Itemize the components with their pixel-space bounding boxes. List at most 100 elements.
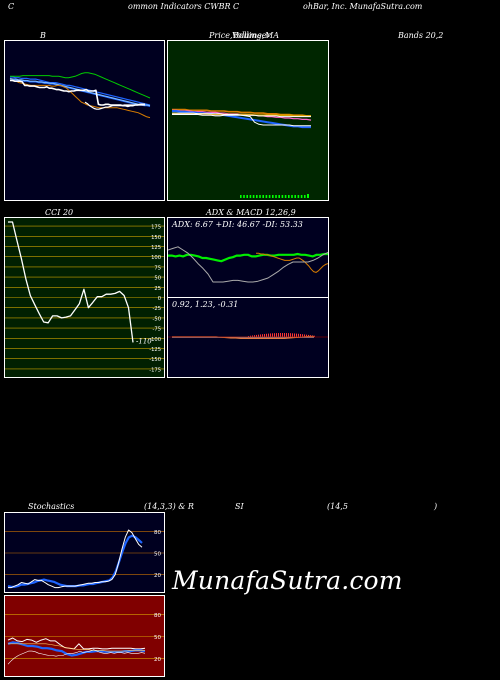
volume-bar [297, 195, 300, 198]
macd-histogram-bar [262, 334, 263, 337]
volume-bar [252, 195, 255, 198]
macd-histogram-bar [298, 333, 299, 337]
cci-tick-label: -75 [153, 327, 161, 333]
stoch-title-c: SI [235, 502, 244, 511]
rsi-series-line [7, 641, 146, 657]
volume-bar [294, 195, 296, 198]
adx-minus-di-line [168, 246, 328, 283]
rsi-panel: 80 50 20 [4, 595, 165, 677]
adx-readout: ADX: 6.67 +DI: 46.67 -DI: 53.33 [172, 220, 303, 229]
cci-tick-label: 125 [151, 245, 161, 251]
macd-histogram-bar [256, 334, 257, 337]
macd-histogram-bar [282, 333, 283, 337]
header-right: ohBar, Inc. MunafaSutra.com [303, 2, 423, 11]
header-left: ommon Indicators CWBR C [128, 2, 240, 11]
macd-histogram-bar [268, 333, 269, 337]
cci-tick-label: 175 [151, 225, 161, 231]
volume-bar [262, 195, 264, 198]
macd-histogram-bar [258, 334, 259, 337]
macd-histogram-bar [278, 333, 279, 337]
macd-histogram-bar [276, 333, 277, 337]
cci-tick-label: 100 [151, 255, 161, 261]
bb-series-line [84, 101, 145, 110]
volume-bar [243, 195, 245, 198]
cci-tick-label: -125 [149, 347, 161, 353]
stoch-title-b: (14,3,3) & R [144, 502, 194, 511]
stoch-chart: 80 50 20 [5, 529, 164, 589]
stoch-tick-label: 20 [154, 573, 161, 579]
macd-histogram-bar [252, 335, 253, 337]
bb-series-line [10, 72, 151, 99]
bb-title-ma: MA [265, 31, 279, 40]
stoch-k-line [8, 529, 143, 589]
adx-line [168, 252, 328, 263]
rsi-series-line [7, 649, 146, 665]
stoch-tick-label: 80 [154, 530, 161, 536]
price-ma-chart [172, 108, 312, 198]
volume-bar [275, 195, 277, 198]
volume-bar [265, 195, 268, 198]
cci-panel: 175 150 125 100 75 50 25 0 -25 -50 -75 -100 -125 -150… [4, 217, 165, 378]
volume-bar [284, 195, 287, 198]
volume-bar [256, 195, 258, 198]
macd-histogram-bar [260, 334, 261, 337]
stoch-title-a: Stochastics [28, 502, 75, 511]
volume-bar [246, 195, 248, 198]
stoch-title-d: (14,5 [327, 502, 348, 511]
macd-readout: 0.92, 1.23, -0.31 [172, 300, 239, 309]
volume-bar [249, 195, 252, 198]
volume-bar [272, 195, 274, 198]
macd-histogram-bar [304, 334, 305, 337]
volume-bar [281, 195, 284, 198]
volume-bar [268, 195, 271, 198]
cci-tick-label: -100 [149, 337, 161, 343]
bb-title-right: Bands 20,2 [398, 31, 444, 40]
stoch-panel: 80 50 20 [4, 512, 165, 593]
rsi-tick-label: 80 [154, 613, 161, 619]
bb-title-price: Price, [209, 31, 233, 40]
volume-bar [300, 195, 303, 198]
cci-tick-label: -175 [149, 367, 161, 373]
ma-series-line [172, 114, 311, 127]
volume-bar [307, 194, 309, 198]
volume-bar [291, 195, 293, 198]
adx-chart [168, 246, 328, 283]
cci-line [8, 221, 134, 343]
macd-chart [168, 333, 328, 339]
stoch-tick-label: 50 [154, 552, 161, 558]
macd-histogram-bar [306, 334, 307, 337]
bollinger-panel [4, 40, 165, 201]
cci-tick-label: 25 [154, 286, 161, 292]
header-letter: C [8, 2, 15, 11]
macd-histogram-bar [248, 336, 249, 337]
cci-last-label: -110 [136, 337, 152, 345]
volume-bar [304, 195, 306, 198]
cci-tick-label: 75 [154, 265, 161, 271]
macd-histogram-bar [296, 333, 297, 337]
volume-bar [288, 195, 290, 198]
macd-histogram-bar [264, 333, 265, 337]
adx-panel: ADX: 6.67 +DI: 46.67 -DI: 53.33 [167, 217, 329, 298]
adx-plus-di-line [256, 252, 328, 273]
price-ma-panel [167, 40, 329, 201]
cci-chart: 175 150 125 100 75 50 25 0 -25 -50 -75 -100 -125 -150… [5, 221, 164, 373]
rsi-series-line [7, 637, 146, 650]
adx-title: ADX & MACD 12,26,9 [206, 208, 296, 217]
bb-series-line [10, 79, 145, 108]
macd-histogram-bar [292, 333, 293, 337]
rsi-tick-label: 50 [154, 635, 161, 641]
macd-histogram-bar [250, 335, 251, 337]
stoch-title-e: ) [434, 502, 438, 511]
cci-tick-label: -150 [149, 357, 161, 363]
macd-histogram-bar [272, 333, 273, 337]
bb-title-left: B [40, 31, 46, 40]
macd-histogram-bar [302, 334, 303, 337]
bb-title-volume: Volume, [232, 31, 265, 40]
rsi-chart: 80 50 20 [5, 613, 164, 665]
macd-histogram-bar [266, 333, 267, 337]
cci-tick-label: 50 [154, 276, 161, 282]
volume-bar [259, 195, 261, 198]
bb-series-line [10, 76, 151, 106]
macd-histogram-bar [274, 333, 275, 337]
macd-histogram-bar [254, 335, 255, 337]
